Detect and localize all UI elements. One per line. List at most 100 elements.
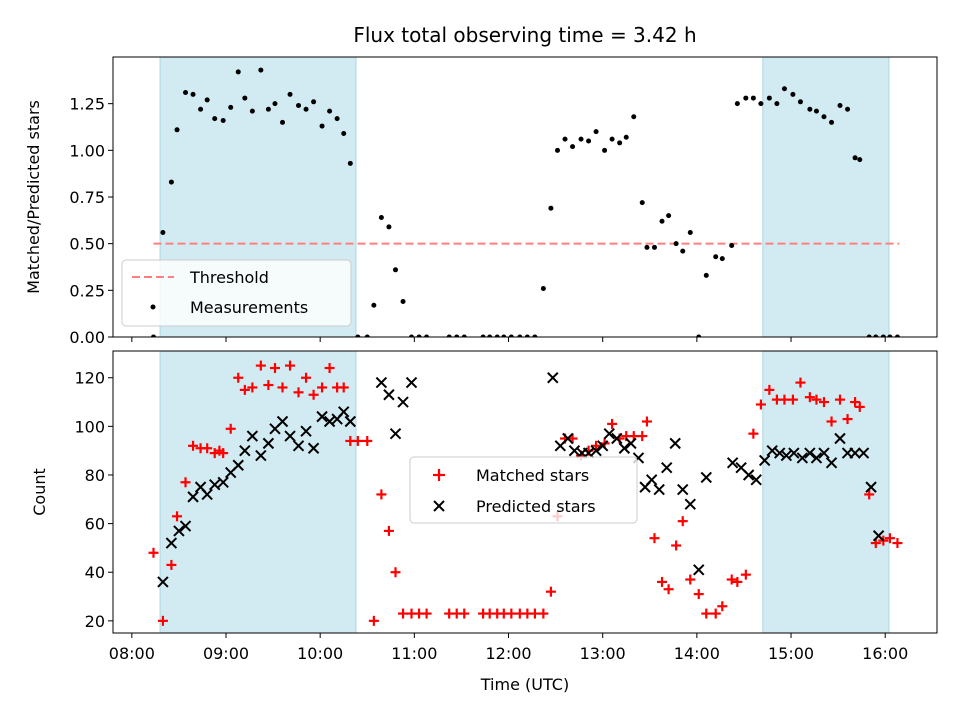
measurement-point (235, 69, 241, 75)
measurement-point (327, 108, 333, 114)
matched-star-point (884, 533, 895, 544)
measurement-point (296, 103, 302, 109)
predicted-star-point (774, 447, 786, 459)
top-y-tick-label: 1.25 (69, 95, 105, 114)
measurement-point (400, 299, 406, 305)
predicted-star-point (618, 442, 631, 454)
measurement-point (758, 101, 764, 107)
predicted-star-point (405, 376, 418, 389)
x-tick-label: 10:00 (297, 644, 343, 663)
x-marker-b (700, 471, 712, 484)
predicted-star-point (750, 474, 762, 486)
predicted-star-point (300, 425, 312, 437)
matched-star-point (710, 608, 721, 619)
top-y-tick-label: 0.25 (69, 281, 105, 300)
measurement-point (687, 229, 693, 235)
measurement-point (548, 205, 554, 211)
predicted-star-point (596, 440, 609, 452)
matched-star-point (842, 414, 853, 425)
bottom-legend: Matched stars Predicted stars (409, 456, 638, 524)
measurement-point (602, 147, 608, 153)
matched-star-point (172, 511, 183, 522)
x-marker-b (255, 449, 267, 462)
x-marker-b (780, 449, 793, 462)
matched-star-point (157, 615, 168, 626)
bottom-y-tick-label: 20 (85, 612, 105, 631)
x-marker-b (849, 447, 861, 459)
x-marker-b (750, 474, 762, 486)
predicted-star-point (389, 427, 402, 440)
predicted-star-point (796, 452, 809, 464)
x-marker-b (653, 483, 665, 496)
matched-star-point (255, 360, 266, 371)
predicted-star-point (653, 483, 665, 496)
predicted-star-point (810, 452, 823, 464)
predicted-star-point (865, 481, 877, 493)
x-marker-b (568, 444, 581, 457)
measurement-point (347, 160, 353, 166)
matched-star-point (269, 363, 280, 374)
x-marker-b (246, 430, 259, 442)
x-marker-b (611, 432, 623, 445)
matched-star-point (293, 387, 304, 398)
x-tick-label: 13:00 (580, 644, 626, 663)
measurement-point (364, 334, 370, 337)
matched-star-point (352, 435, 363, 446)
x-marker-b (232, 459, 244, 471)
x-marker-b (582, 447, 595, 459)
matched-star-point (166, 559, 177, 570)
x-marker-b (804, 447, 816, 459)
matched-star-point (685, 574, 696, 585)
x-marker-b (857, 447, 870, 459)
x-marker-b (693, 564, 705, 576)
predicted-star-point (201, 488, 213, 501)
measurement-point (639, 200, 645, 206)
matched-star-point (854, 401, 865, 412)
measurement-point (334, 116, 340, 122)
matched-star-point (362, 435, 373, 446)
predicted-star-point (165, 537, 178, 549)
predicted-star-point (742, 469, 755, 481)
measurement-point (578, 136, 584, 142)
measurement-point (198, 106, 204, 112)
bottom-y-tick-label: 120 (74, 369, 105, 388)
predicted-star-point (187, 491, 199, 503)
measurement-point (517, 334, 523, 337)
bottom-y-tick-label: 60 (85, 515, 105, 534)
x-marker-b (590, 444, 602, 457)
matched-star-point (148, 547, 159, 558)
measurement-point (813, 108, 819, 114)
predicted-star-point (582, 447, 595, 459)
x-marker-b (677, 483, 689, 496)
predicted-star-point (284, 430, 296, 442)
x-marker-b (208, 478, 221, 491)
x-marker-b (194, 481, 207, 493)
x-marker-b (766, 444, 778, 457)
x-marker-b (603, 427, 615, 440)
matched-star-point (538, 608, 549, 619)
measurement-point (228, 104, 234, 110)
predicted-star-point (788, 447, 800, 459)
measurement-point (494, 334, 500, 337)
predicted-star-point (834, 432, 846, 445)
measurement-point (480, 334, 486, 337)
measurement-point (249, 108, 255, 114)
measurement-point (454, 334, 460, 337)
measurement-point (774, 101, 780, 107)
x-marker-b (284, 430, 296, 442)
x-marker-b (742, 469, 755, 481)
matched-star-point (317, 382, 328, 393)
x-marker-b (187, 491, 199, 503)
top-shaded-region (762, 57, 890, 337)
measurement-point (703, 272, 709, 278)
bottom-panel: 20 40 60 80 100 120 08:00 09:00 10:00 11:00 12:00 1… (74, 350, 938, 663)
measurement-point (378, 215, 384, 221)
measurement-point (857, 157, 863, 163)
predicted-star-point (179, 520, 192, 532)
measurement-point (319, 123, 325, 129)
predicted-star-point (726, 457, 739, 469)
x-marker-b (405, 376, 418, 389)
measurement-point (713, 254, 719, 260)
matched-star-point (641, 416, 652, 427)
